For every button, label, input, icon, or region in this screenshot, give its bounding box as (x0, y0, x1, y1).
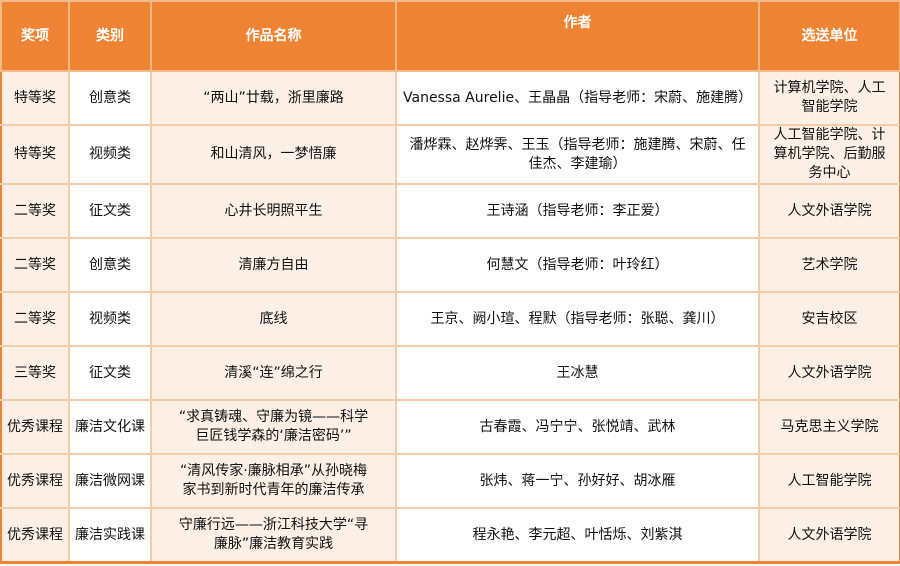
category-cell: 廉洁实践课 (68, 507, 152, 564)
category-cell: 征文类 (68, 345, 152, 401)
authors-cell: 程永艳、李元超、叶恬烁、刘紫淇 (395, 507, 760, 564)
authors-cell: 潘烨霖、赵烨霁、王玉（指导老师：施建腾、宋蔚、任佳杰、李建瑜） (395, 124, 760, 185)
title-cell: 清溪“连”绵之行 (150, 345, 397, 401)
award-cell: 二等奖 (0, 237, 70, 293)
authors-cell: 古春霞、冯宁宁、张悦靖、武林 (395, 399, 760, 455)
table-header-row: 奖项 类别 作品名称 作者 选送单位 (0, 0, 900, 72)
table-row: 优秀课程 廉洁微网课 “清风传家·廉脉相承”从孙晓梅家书到新时代青年的廉洁传承 张炜、… (0, 453, 900, 509)
unit-cell: 计算机学院、人工智能学院 (758, 70, 900, 126)
unit-cell: 安吉校区 (758, 291, 900, 347)
table-row: 优秀课程 廉洁实践课 守廉行远——浙江科技大学“寻廉脉”廉洁教育实践 程永艳、李元超、… (0, 507, 900, 564)
category-cell: 创意类 (68, 237, 152, 293)
title-cell: “两山”廿载，浙里廉路 (150, 70, 397, 126)
table-row: 特等奖 视频类 和山清风，一梦悟廉 潘烨霖、赵烨霁、王玉（指导老师：施建腾、宋蔚、任佳… (0, 124, 900, 185)
category-cell: 视频类 (68, 124, 152, 185)
award-cell: 二等奖 (0, 183, 70, 239)
award-cell: 优秀课程 (0, 453, 70, 509)
award-cell: 特等奖 (0, 124, 70, 185)
header-authors: 作者 (395, 0, 760, 72)
title-cell: 底线 (150, 291, 397, 347)
table-row: 三等奖 征文类 清溪“连”绵之行 王冰慧 人文外语学院 (0, 345, 900, 401)
title-cell: 清廉方自由 (150, 237, 397, 293)
header-title: 作品名称 (150, 0, 397, 72)
title-cell: 和山清风，一梦悟廉 (150, 124, 397, 185)
award-cell: 特等奖 (0, 70, 70, 126)
authors-cell: 何慧文（指导老师：叶玲红） (395, 237, 760, 293)
table-row: 二等奖 创意类 清廉方自由 何慧文（指导老师：叶玲红） 艺术学院 (0, 237, 900, 293)
authors-cell: 王诗涵（指导老师：李正爱） (395, 183, 760, 239)
award-cell: 二等奖 (0, 291, 70, 347)
unit-cell: 马克思主义学院 (758, 399, 900, 455)
authors-cell: 王冰慧 (395, 345, 760, 401)
category-cell: 视频类 (68, 291, 152, 347)
authors-cell: 王京、阙小瑄、程默（指导老师：张聪、龚川） (395, 291, 760, 347)
authors-cell: Vanessa Aurelie、王晶晶（指导老师：宋蔚、施建腾） (395, 70, 760, 126)
header-category: 类别 (68, 0, 152, 72)
table-row: 二等奖 视频类 底线 王京、阙小瑄、程默（指导老师：张聪、龚川） 安吉校区 (0, 291, 900, 347)
unit-cell: 人文外语学院 (758, 183, 900, 239)
award-cell: 优秀课程 (0, 507, 70, 564)
unit-cell: 人文外语学院 (758, 507, 900, 564)
header-award: 奖项 (0, 0, 70, 72)
unit-cell: 艺术学院 (758, 237, 900, 293)
category-cell: 征文类 (68, 183, 152, 239)
table-row: 特等奖 创意类 “两山”廿载，浙里廉路 Vanessa Aurelie、王晶晶（指导老… (0, 70, 900, 126)
category-cell: 廉洁微网课 (68, 453, 152, 509)
header-unit: 选送单位 (758, 0, 900, 72)
category-cell: 廉洁文化课 (68, 399, 152, 455)
award-cell: 优秀课程 (0, 399, 70, 455)
category-cell: 创意类 (68, 70, 152, 126)
award-cell: 三等奖 (0, 345, 70, 401)
title-cell: “求真铸魂、守廉为镜——科学巨匠钱学森的‘廉洁密码’” (150, 399, 397, 455)
title-cell: “清风传家·廉脉相承”从孙晓梅家书到新时代青年的廉洁传承 (150, 453, 397, 509)
unit-cell: 人文外语学院 (758, 345, 900, 401)
authors-cell: 张炜、蒋一宁、孙好好、胡冰雁 (395, 453, 760, 509)
table-row: 二等奖 征文类 心井长明照平生 王诗涵（指导老师：李正爱） 人文外语学院 (0, 183, 900, 239)
unit-cell: 人工智能学院 (758, 453, 900, 509)
unit-cell: 人工智能学院、计算机学院、后勤服务中心 (758, 124, 900, 185)
title-cell: 守廉行远——浙江科技大学“寻廉脉”廉洁教育实践 (150, 507, 397, 564)
title-cell: 心井长明照平生 (150, 183, 397, 239)
table-row: 优秀课程 廉洁文化课 “求真铸魂、守廉为镜——科学巨匠钱学森的‘廉洁密码’” 古春霞、… (0, 399, 900, 455)
